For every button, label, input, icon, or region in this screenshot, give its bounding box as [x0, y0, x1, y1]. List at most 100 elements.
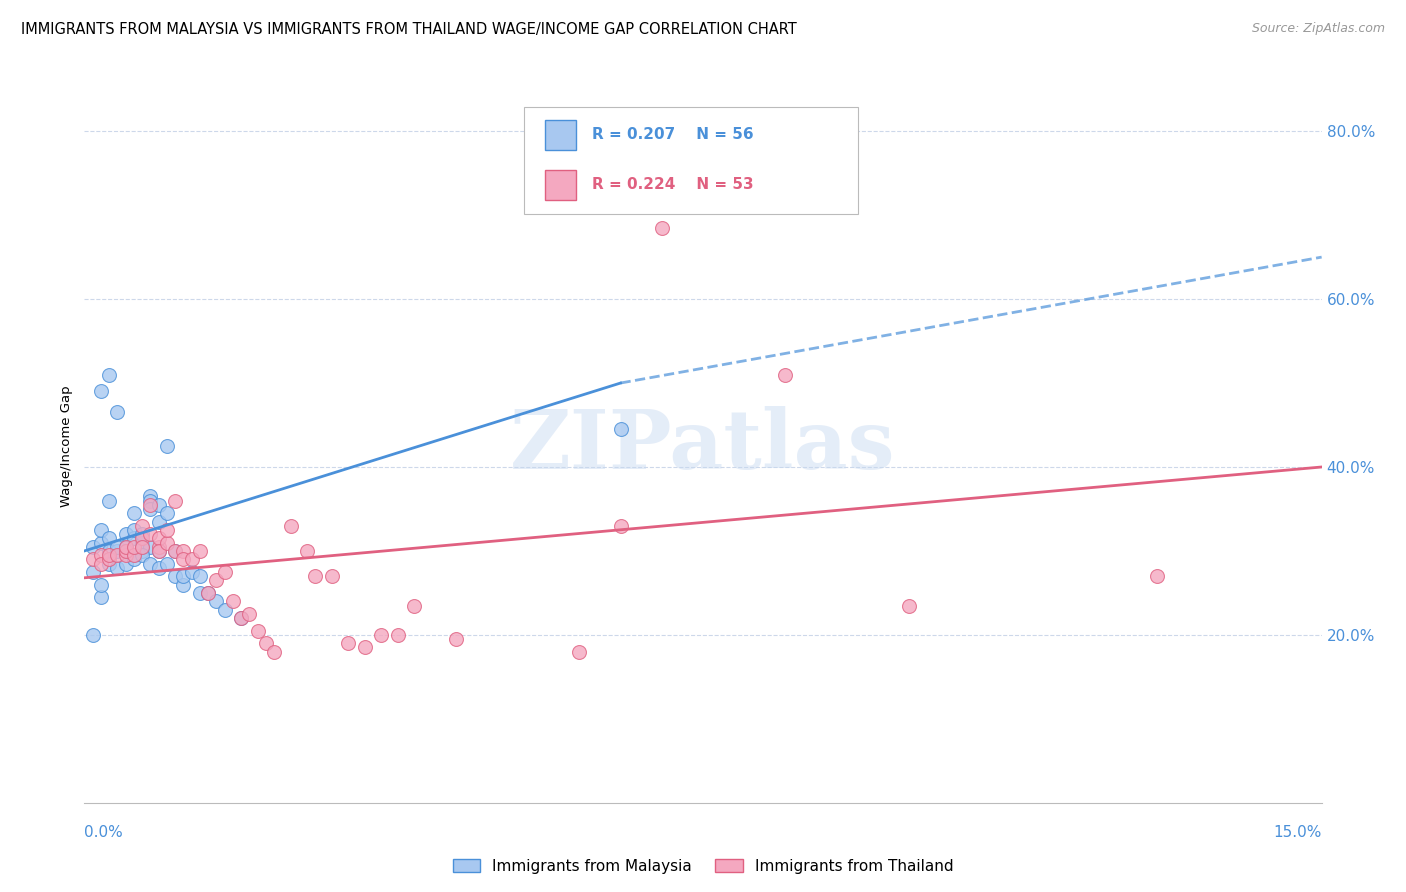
Point: [280, 518, 302, 533]
Point: [148, 498, 170, 512]
Point: [98, 493, 121, 508]
Point: [246, 624, 269, 638]
Point: [188, 544, 211, 558]
Point: [90, 535, 112, 549]
Point: [98, 544, 121, 558]
Point: [90, 523, 112, 537]
Point: [90, 548, 112, 562]
Point: [148, 540, 170, 554]
Point: [148, 515, 170, 529]
Point: [172, 552, 194, 566]
Point: [105, 560, 128, 574]
Point: [609, 518, 631, 533]
Point: [165, 544, 187, 558]
Point: [131, 532, 153, 546]
Point: [122, 532, 145, 546]
Point: [205, 594, 228, 608]
Point: [321, 569, 343, 583]
Point: [238, 607, 260, 621]
Point: [148, 544, 170, 558]
Point: [131, 540, 153, 554]
Point: [214, 565, 236, 579]
Point: [156, 506, 179, 520]
Point: [114, 527, 136, 541]
Point: [165, 569, 187, 583]
Point: [1146, 569, 1168, 583]
Point: [337, 636, 360, 650]
Point: [139, 502, 162, 516]
Point: [131, 527, 153, 541]
Point: [82, 552, 104, 566]
Point: [98, 532, 121, 546]
Point: [609, 422, 631, 436]
FancyBboxPatch shape: [544, 169, 575, 200]
Point: [139, 527, 162, 541]
Point: [82, 565, 104, 579]
Point: [197, 586, 219, 600]
Point: [139, 498, 162, 512]
Point: [172, 569, 194, 583]
Point: [165, 544, 187, 558]
Point: [353, 640, 375, 655]
Point: [98, 368, 121, 382]
Point: [180, 552, 202, 566]
Point: [139, 493, 162, 508]
Point: [387, 628, 409, 642]
Point: [90, 577, 112, 591]
Point: [131, 535, 153, 549]
Point: [122, 540, 145, 554]
Text: 15.0%: 15.0%: [1274, 825, 1322, 840]
Point: [114, 540, 136, 554]
Text: R = 0.224    N = 53: R = 0.224 N = 53: [592, 178, 754, 193]
Point: [188, 569, 211, 583]
Point: [172, 544, 194, 558]
Text: R = 0.207    N = 56: R = 0.207 N = 56: [592, 128, 754, 143]
Point: [139, 557, 162, 571]
Point: [98, 548, 121, 562]
Point: [304, 569, 326, 583]
Point: [651, 220, 673, 235]
Point: [122, 548, 145, 562]
Point: [148, 532, 170, 546]
Point: [139, 489, 162, 503]
Point: [205, 574, 228, 588]
Point: [370, 628, 392, 642]
Point: [105, 548, 128, 562]
Point: [188, 586, 211, 600]
Point: [180, 565, 202, 579]
Y-axis label: Wage/Income Gap: Wage/Income Gap: [60, 385, 73, 507]
Point: [254, 636, 277, 650]
Text: IMMIGRANTS FROM MALAYSIA VS IMMIGRANTS FROM THAILAND WAGE/INCOME GAP CORRELATION: IMMIGRANTS FROM MALAYSIA VS IMMIGRANTS F…: [21, 22, 797, 37]
Point: [90, 590, 112, 604]
Point: [131, 518, 153, 533]
Point: [156, 557, 179, 571]
Point: [114, 544, 136, 558]
Point: [156, 523, 179, 537]
FancyBboxPatch shape: [523, 107, 858, 214]
Point: [156, 439, 179, 453]
Point: [82, 628, 104, 642]
Point: [114, 557, 136, 571]
Point: [114, 544, 136, 558]
Point: [131, 548, 153, 562]
Point: [148, 560, 170, 574]
Point: [156, 535, 179, 549]
Point: [98, 552, 121, 566]
Point: [197, 586, 219, 600]
Point: [172, 577, 194, 591]
Point: [165, 493, 187, 508]
Point: [82, 540, 104, 554]
Point: [122, 506, 145, 520]
Point: [114, 548, 136, 562]
Point: [444, 632, 467, 646]
Point: [229, 611, 252, 625]
Point: [98, 557, 121, 571]
Point: [295, 544, 318, 558]
Point: [568, 645, 591, 659]
Point: [105, 544, 128, 558]
Point: [90, 557, 112, 571]
Point: [105, 405, 128, 419]
Legend: Immigrants from Malaysia, Immigrants from Thailand: Immigrants from Malaysia, Immigrants fro…: [447, 853, 959, 880]
Point: [122, 523, 145, 537]
Point: [114, 540, 136, 554]
